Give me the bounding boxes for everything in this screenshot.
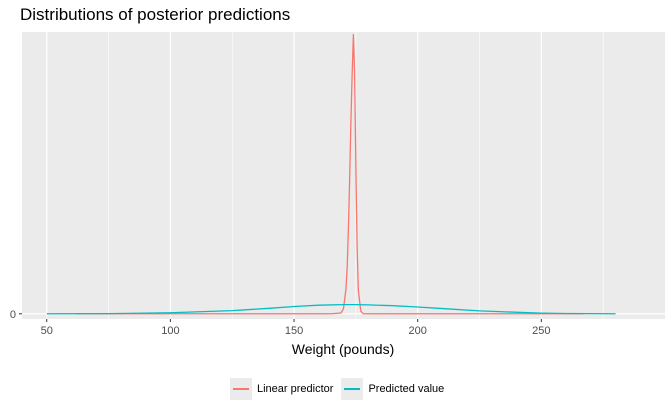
legend-label-linear-predictor: Linear predictor [257,383,334,395]
x-tick-label: 50 [41,325,53,337]
x-tick-label: 100 [161,325,179,337]
x-tick-label: 150 [285,325,303,337]
y-tick-label: 0 [10,309,16,321]
legend-key-linear-predictor [230,378,252,400]
series-lines [46,33,616,315]
panel-background [22,32,665,319]
x-axis-title: Weight (pounds) [292,341,394,357]
legend-label-predicted-value: Predicted value [368,383,445,395]
legend: Linear predictor Predicted value [230,378,444,400]
legend-item-predicted-value: Predicted value [341,378,444,400]
axes: 50 100 150 200 250 0 [10,309,551,337]
legend-item-linear-predictor: Linear predictor [230,378,333,400]
chart-title: Distributions of posterior predictions [20,5,291,24]
series-line-linear-predictor [76,33,584,315]
x-tick-label: 250 [532,325,550,337]
x-tick-label: 200 [409,325,427,337]
series-line-predicted-value [46,303,616,315]
legend-key-predicted-value [341,378,364,400]
